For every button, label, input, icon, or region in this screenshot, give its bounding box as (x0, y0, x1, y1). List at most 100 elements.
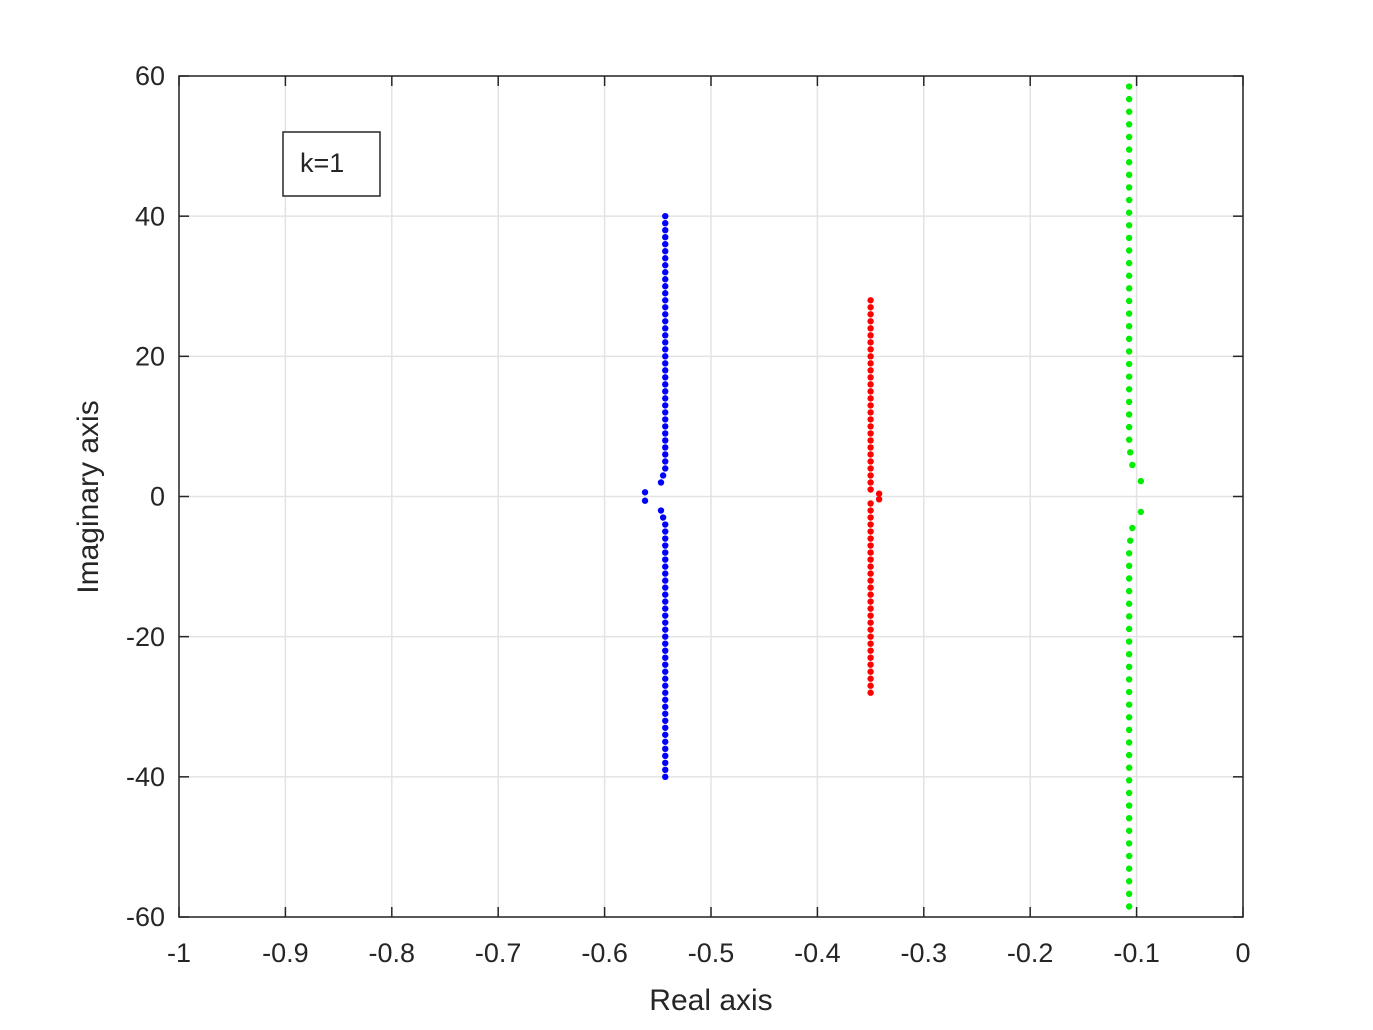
point (867, 647, 874, 654)
point (867, 675, 874, 682)
point (662, 311, 669, 318)
point (662, 255, 669, 262)
point (1125, 701, 1133, 708)
point (662, 570, 669, 577)
x-tick-label: -0.3 (901, 938, 948, 968)
point (867, 584, 874, 591)
point (662, 724, 669, 731)
point (867, 500, 874, 507)
point (1125, 575, 1133, 582)
point (867, 332, 874, 339)
point (1125, 234, 1133, 242)
point (867, 591, 874, 598)
point (662, 682, 669, 689)
point (867, 311, 874, 318)
point (867, 535, 874, 542)
point (867, 563, 874, 570)
point (867, 556, 874, 563)
point (1125, 322, 1133, 330)
point (662, 262, 669, 269)
x-tick-label: -0.7 (475, 938, 522, 968)
point (662, 584, 669, 591)
point (662, 304, 669, 311)
x-tick-label: -0.9 (262, 938, 309, 968)
point (662, 766, 669, 774)
point (1137, 477, 1145, 485)
point (1125, 222, 1133, 229)
point (867, 402, 874, 409)
point (662, 738, 669, 745)
point (867, 465, 874, 472)
point (662, 233, 669, 241)
x-tick-label: -0.5 (688, 938, 735, 968)
point (662, 332, 669, 339)
point (1125, 146, 1133, 153)
point (662, 640, 669, 647)
point (641, 489, 649, 496)
point (1125, 852, 1133, 860)
point (867, 353, 874, 360)
x-tick-label: -0.2 (1007, 938, 1054, 968)
point (662, 416, 669, 423)
point (662, 752, 669, 760)
point (662, 528, 669, 535)
point (867, 542, 874, 549)
point (867, 514, 874, 521)
point (662, 409, 669, 416)
point (1125, 751, 1133, 759)
point (1125, 587, 1133, 595)
point (662, 521, 669, 528)
point (1125, 411, 1133, 418)
point (1125, 373, 1133, 380)
x-axis-label: Real axis (649, 984, 772, 1017)
point (1127, 537, 1134, 544)
point (1125, 764, 1133, 771)
point (1125, 676, 1133, 683)
point (875, 496, 883, 503)
point (662, 353, 669, 360)
point (875, 490, 883, 497)
point (662, 619, 669, 626)
point (867, 577, 874, 584)
point (1125, 802, 1133, 809)
point (1125, 714, 1133, 721)
point (867, 346, 874, 353)
point (1125, 550, 1133, 557)
point (657, 507, 665, 514)
point (662, 465, 669, 472)
point (662, 626, 669, 633)
point (1125, 335, 1133, 343)
point (1125, 890, 1133, 898)
point (1125, 903, 1133, 910)
point (1125, 827, 1133, 834)
point (867, 318, 874, 325)
point (1125, 121, 1133, 128)
point (1125, 171, 1133, 179)
point (867, 458, 874, 465)
annotation: k=1 (300, 148, 344, 178)
point (662, 689, 669, 696)
point (1125, 840, 1133, 847)
x-tick-label: -1 (167, 938, 191, 968)
point (662, 367, 669, 374)
point (1125, 209, 1133, 216)
point (659, 514, 667, 521)
point (867, 437, 874, 444)
point (662, 395, 669, 402)
point (867, 570, 874, 577)
point (1125, 259, 1133, 267)
point (1125, 348, 1133, 355)
point (867, 612, 874, 619)
point (662, 710, 669, 717)
point (867, 507, 874, 514)
point (662, 269, 669, 276)
y-tick-label: 60 (135, 61, 165, 91)
point (867, 444, 874, 451)
x-tick-label: -0.8 (369, 938, 416, 968)
point (662, 556, 669, 563)
point (662, 360, 669, 367)
point (867, 661, 874, 668)
point (867, 374, 874, 381)
point (1125, 739, 1133, 746)
